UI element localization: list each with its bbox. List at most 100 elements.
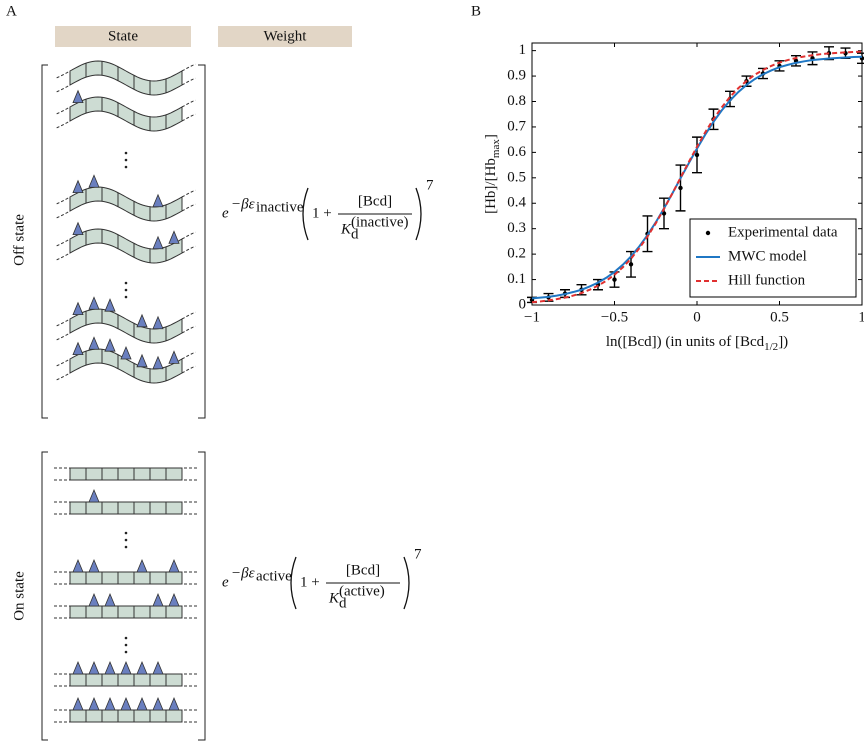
segment bbox=[133, 605, 151, 619]
bcd-triangle bbox=[72, 301, 84, 316]
segment bbox=[149, 673, 167, 687]
dash bbox=[181, 113, 196, 122]
ellipsis-dot bbox=[124, 531, 128, 535]
ellipsis-dot bbox=[124, 643, 128, 647]
formula-k-sup: (active) bbox=[339, 583, 385, 599]
x-tick-label: 0 bbox=[693, 309, 701, 325]
bcd-triangle bbox=[168, 230, 180, 244]
y-axis-label-part: [Hb]/[Hb bbox=[483, 158, 499, 214]
segment bbox=[133, 571, 151, 585]
dash bbox=[56, 332, 71, 341]
dash bbox=[56, 238, 71, 247]
bcd-triangle bbox=[168, 696, 180, 711]
dash bbox=[56, 210, 71, 219]
dash bbox=[181, 189, 196, 198]
y-tick-label: 0.1 bbox=[507, 271, 526, 287]
formula-one-plus: 1 + bbox=[312, 205, 332, 221]
segment bbox=[117, 673, 135, 687]
segment bbox=[165, 605, 183, 619]
formula-exponent: −βε bbox=[231, 196, 255, 212]
x-tick-label: 1 bbox=[858, 309, 864, 325]
segment bbox=[69, 571, 87, 585]
plot-frame bbox=[531, 42, 863, 306]
segment bbox=[101, 571, 119, 585]
ellipsis-dot bbox=[124, 636, 128, 640]
bcd-triangle bbox=[88, 488, 100, 503]
segment bbox=[69, 467, 87, 481]
formula-e: e bbox=[222, 205, 229, 221]
segment bbox=[149, 709, 167, 723]
x-tick-label: −1 bbox=[524, 309, 540, 325]
panel-label: B bbox=[471, 3, 481, 19]
dash bbox=[181, 231, 196, 240]
bcd-triangle bbox=[88, 174, 100, 188]
formula-e: e bbox=[222, 574, 229, 590]
segment bbox=[117, 467, 135, 481]
state-label: Off state bbox=[11, 214, 27, 266]
formula-k: K bbox=[340, 221, 352, 237]
paren bbox=[302, 187, 309, 241]
bcd-triangle bbox=[88, 558, 100, 573]
bcd-triangle bbox=[152, 315, 164, 330]
formula-exponent: −βε bbox=[231, 565, 255, 581]
segment bbox=[101, 673, 119, 687]
dash bbox=[56, 252, 71, 261]
segment bbox=[165, 673, 183, 687]
y-axis-label: [Hb]/[Hbmax] bbox=[483, 134, 501, 214]
segment bbox=[69, 501, 87, 515]
bcd-triangle bbox=[120, 696, 132, 711]
data-point bbox=[628, 262, 634, 267]
formula-state: inactive bbox=[256, 199, 304, 215]
ellipsis-dot bbox=[124, 165, 128, 169]
dash bbox=[181, 245, 196, 254]
dash bbox=[56, 106, 71, 115]
bcd-triangle bbox=[104, 592, 116, 607]
segment bbox=[117, 501, 135, 515]
ellipsis-dot bbox=[124, 545, 128, 549]
segment bbox=[101, 709, 119, 723]
header: Weight bbox=[264, 28, 308, 44]
segment bbox=[133, 709, 151, 723]
strand bbox=[69, 96, 183, 132]
formula-k-sub: d bbox=[339, 595, 347, 611]
bcd-triangle bbox=[136, 353, 148, 368]
segment bbox=[165, 467, 183, 481]
y-tick-label: 0.9 bbox=[507, 68, 526, 84]
formula-numerator: [Bcd] bbox=[358, 193, 392, 209]
bcd-triangle bbox=[104, 696, 116, 711]
paren bbox=[290, 556, 297, 610]
dash bbox=[181, 99, 196, 108]
bcd-triangle bbox=[152, 696, 164, 711]
x-axis-label-part: 1/2 bbox=[764, 341, 778, 353]
bcd-triangle bbox=[152, 355, 164, 370]
x-axis-label-part: ln([Bcd]) (in units of [Bcd bbox=[606, 334, 765, 350]
bcd-triangle bbox=[168, 350, 180, 364]
x-tick-label: 0.5 bbox=[770, 309, 789, 325]
segment bbox=[117, 571, 135, 585]
y-tick-label: 0.6 bbox=[507, 144, 526, 160]
bcd-triangle bbox=[72, 558, 84, 573]
ellipsis-dot bbox=[124, 288, 128, 292]
header-box bbox=[55, 26, 191, 47]
bcd-triangle bbox=[136, 660, 148, 675]
bcd-triangle bbox=[104, 338, 116, 352]
legend-label: Experimental data bbox=[728, 224, 838, 240]
paren bbox=[415, 187, 422, 241]
ellipsis-dot bbox=[124, 538, 128, 542]
bcd-triangle bbox=[152, 660, 164, 675]
bcd-triangle bbox=[72, 696, 84, 711]
header-box bbox=[218, 26, 352, 47]
bcd-triangle bbox=[136, 696, 148, 711]
formula-power: 7 bbox=[426, 177, 434, 193]
bracket bbox=[41, 64, 206, 419]
dash bbox=[181, 77, 196, 86]
paren bbox=[403, 556, 410, 610]
bcd-triangle bbox=[88, 296, 100, 310]
ellipsis-dot bbox=[124, 295, 128, 299]
segment bbox=[69, 673, 87, 687]
segment bbox=[149, 501, 167, 515]
segment bbox=[117, 709, 135, 723]
y-tick-label: 0.8 bbox=[507, 93, 526, 109]
dash bbox=[56, 358, 71, 367]
bcd-triangle bbox=[136, 313, 148, 328]
